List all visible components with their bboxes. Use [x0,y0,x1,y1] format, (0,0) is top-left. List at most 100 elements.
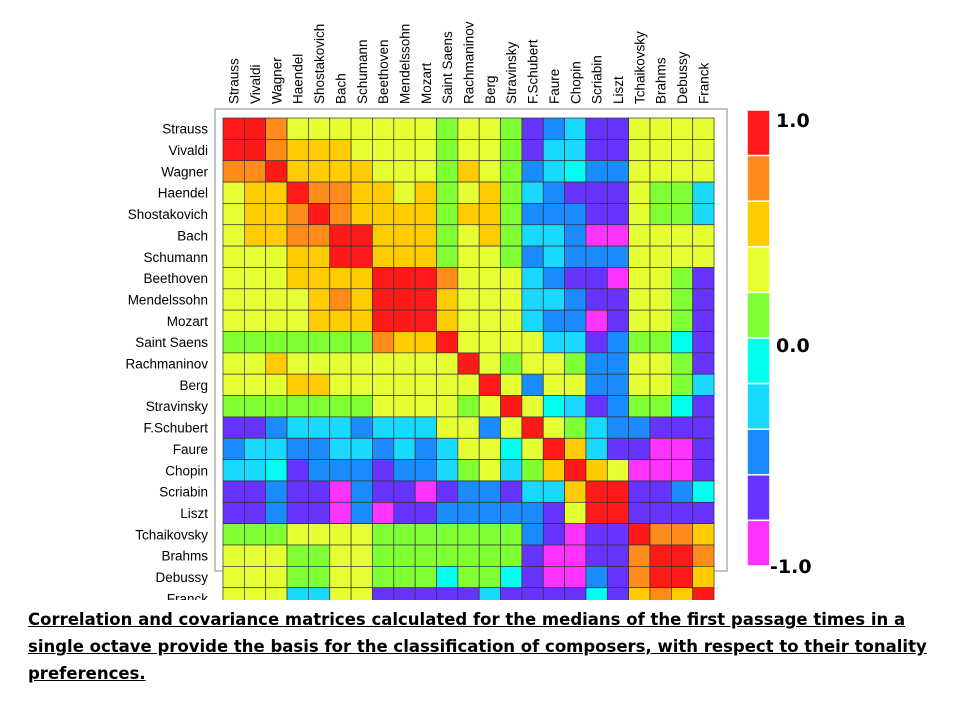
heatmap-cell [222,139,245,162]
heatmap-cell [350,480,373,503]
heatmap-cell [521,587,544,600]
heatmap-cell [286,331,309,354]
heatmap-cell [692,203,715,226]
heatmap-cell [606,416,629,439]
heatmap-cell [521,565,544,589]
heatmap-cell [414,501,437,524]
heatmap-cell [478,309,501,332]
heatmap-cell [564,139,587,162]
heatmap-cell [478,544,501,567]
heatmap-cell [585,331,608,354]
column-label: Chopin [568,61,583,104]
heatmap-cell [564,352,587,375]
heatmap-cell [286,480,309,503]
heatmap-cell [585,416,608,439]
heatmap-cell [393,373,416,396]
color-scale-swatch [746,154,771,202]
heatmap-cell [521,139,544,162]
heatmap-cell [414,288,437,311]
heatmap-cell [478,459,501,482]
heatmap-cell [628,395,651,418]
heatmap-cell [457,501,480,524]
heatmap-cell [329,224,352,247]
heatmap-cell [393,203,416,226]
heatmap-cell [670,309,694,332]
heatmap-cell [478,331,501,354]
row-label: Vivaldi [168,143,208,158]
color-scale-labels: 1.0 0.0 -1.0 [770,110,812,578]
heatmap-cell [244,160,267,183]
heatmap-cell [692,224,715,247]
heatmap-cell [372,587,395,600]
heatmap-cell [436,352,459,375]
heatmap-cell [692,117,715,140]
heatmap-cell [585,523,608,546]
heatmap-cell [500,160,523,183]
heatmap-cell [329,480,352,503]
heatmap-cell [329,139,352,162]
figure-caption: Correlation and covariance matrices calc… [28,610,927,683]
heatmap-cell [222,459,245,482]
heatmap-cell [457,224,480,247]
heatmap-cell [692,565,715,589]
heatmap-cell [692,459,715,482]
heatmap-cell [478,373,501,396]
heatmap-cell [692,352,715,375]
heatmap-cell [329,459,352,482]
heatmap-cell [692,267,715,290]
row-label: Scriabin [159,485,208,500]
heatmap-cell [308,245,331,268]
row-labels: Strauss Vivaldi Wagner Haendel Shostakovich B… [125,122,208,600]
color-scale-tick-label: 0.0 [776,335,810,357]
heatmap-cell [628,480,651,503]
heatmap-cell [670,117,694,140]
heatmap-cell [692,160,715,183]
heatmap-cell [500,181,523,204]
heatmap-cell [670,587,694,600]
heatmap-cell [286,565,309,589]
heatmap-cell [265,373,288,396]
heatmap-cell [521,480,544,503]
heatmap-cell [265,288,288,311]
heatmap-cell [350,139,373,162]
column-label: Franck [696,62,711,104]
heatmap-cell [286,373,309,396]
heatmap-cell [628,565,651,589]
heatmap-cell [286,224,309,247]
heatmap-cell [478,352,501,375]
heatmap-cell [478,117,501,140]
heatmap-cell [329,544,352,567]
heatmap-cell [414,139,437,162]
heatmap-cell [329,309,352,332]
heatmap-cell [350,181,373,204]
heatmap-cell [414,203,437,226]
heatmap-cell [244,139,267,162]
heatmap-cell [542,352,565,375]
heatmap-cell [692,544,715,567]
heatmap-cell [542,416,565,439]
heatmap-cell [222,544,245,567]
heatmap-cell [670,352,694,375]
heatmap-cell [414,523,437,546]
heatmap-cell [500,373,523,396]
heatmap-cell [585,395,608,418]
heatmap-cell [265,203,288,226]
heatmap-cell [308,331,331,354]
row-label: Shostakovich [128,207,208,222]
heatmap-cell [478,139,501,162]
heatmap-cell [222,416,245,439]
heatmap-cell [436,331,459,354]
heatmap-cell [542,331,565,354]
heatmap-cell [372,267,395,290]
heatmap-cell [329,523,352,546]
heatmap-cell [585,565,608,589]
heatmap-cell [265,416,288,439]
heatmap-cell [606,565,629,589]
heatmap-cell [372,181,395,204]
heatmap-cell [350,523,373,546]
heatmap-cell [542,437,565,460]
heatmap-cell [308,416,331,439]
heatmap-cell [649,587,672,600]
heatmap-cell [372,459,395,482]
heatmap-cell [478,203,501,226]
